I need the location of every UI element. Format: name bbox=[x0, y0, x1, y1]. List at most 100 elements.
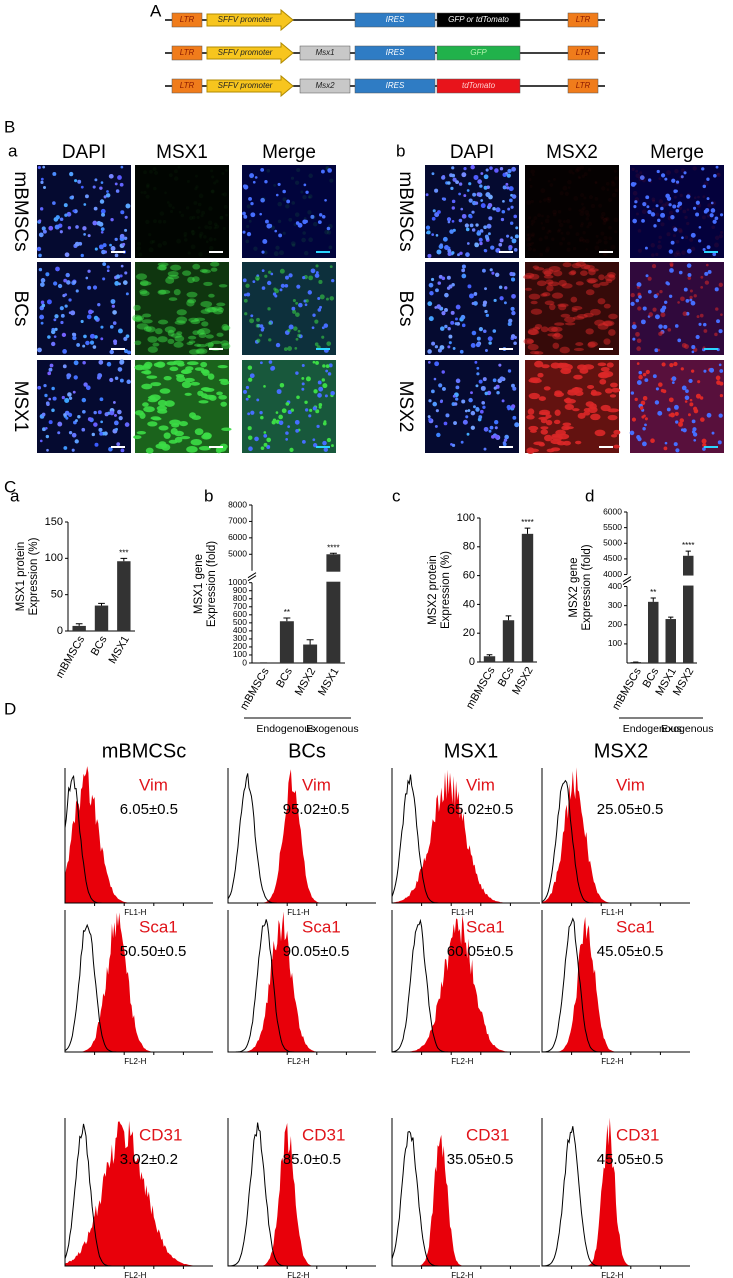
cell bbox=[283, 347, 288, 351]
cell bbox=[71, 432, 77, 438]
cell bbox=[119, 359, 125, 365]
cell bbox=[198, 332, 207, 338]
cell bbox=[597, 239, 602, 244]
cell bbox=[322, 440, 327, 446]
promoter bbox=[206, 74, 294, 98]
bar bbox=[648, 601, 659, 663]
cell bbox=[61, 395, 65, 400]
cell bbox=[287, 328, 291, 333]
cell bbox=[493, 386, 497, 390]
element bbox=[171, 45, 203, 61]
cell bbox=[507, 207, 511, 211]
cell bbox=[263, 442, 268, 447]
cell bbox=[42, 427, 46, 432]
cell bbox=[530, 219, 536, 224]
cell bbox=[669, 363, 674, 368]
cell bbox=[185, 206, 190, 210]
cell bbox=[455, 385, 460, 390]
cell bbox=[581, 202, 584, 206]
cell bbox=[631, 324, 637, 330]
cell bbox=[700, 275, 704, 279]
cell bbox=[133, 435, 142, 440]
cell bbox=[600, 186, 606, 191]
cells bbox=[630, 262, 723, 354]
cells bbox=[132, 261, 231, 355]
cell bbox=[675, 182, 679, 186]
cell bbox=[652, 307, 657, 312]
histogram-filled bbox=[542, 916, 690, 1052]
cell bbox=[176, 375, 186, 382]
cell bbox=[326, 297, 329, 301]
cell bbox=[506, 234, 510, 238]
cell bbox=[531, 234, 535, 238]
cell bbox=[702, 447, 706, 451]
sub-panel-label: a bbox=[10, 486, 20, 505]
cell bbox=[511, 293, 516, 299]
cell bbox=[715, 307, 719, 311]
cell bbox=[690, 300, 696, 306]
cell bbox=[186, 445, 198, 453]
cell bbox=[579, 165, 585, 170]
cell bbox=[654, 400, 660, 405]
cell bbox=[191, 232, 195, 236]
cell bbox=[667, 215, 673, 221]
cell bbox=[711, 225, 716, 230]
cell bbox=[719, 213, 724, 217]
cell bbox=[548, 229, 552, 234]
cell bbox=[568, 271, 576, 276]
cell bbox=[656, 292, 660, 296]
cell bbox=[278, 414, 283, 420]
cell bbox=[640, 319, 646, 325]
cell bbox=[157, 319, 169, 325]
element-label: IRES bbox=[386, 48, 405, 57]
cell bbox=[701, 438, 707, 444]
cell bbox=[720, 313, 723, 316]
cell bbox=[139, 280, 149, 287]
cell bbox=[590, 308, 601, 316]
cell bbox=[632, 321, 636, 325]
cell bbox=[568, 224, 573, 229]
cell bbox=[273, 183, 277, 187]
cell bbox=[634, 397, 638, 402]
cell bbox=[458, 182, 463, 186]
cell bbox=[685, 298, 690, 303]
cell bbox=[254, 436, 259, 442]
cell bbox=[272, 292, 277, 296]
cell bbox=[703, 329, 708, 333]
cell bbox=[83, 203, 87, 206]
cell bbox=[198, 193, 204, 199]
cell bbox=[645, 274, 649, 278]
cell bbox=[222, 226, 226, 231]
cell bbox=[461, 268, 466, 273]
axis-label: FL2-H bbox=[451, 1057, 473, 1066]
cell bbox=[43, 185, 46, 189]
cell bbox=[38, 267, 43, 272]
cell bbox=[319, 305, 323, 309]
cell bbox=[141, 383, 153, 390]
y-tick-label: 0 bbox=[57, 625, 63, 637]
cell bbox=[528, 178, 532, 181]
cell bbox=[326, 437, 332, 443]
cell bbox=[250, 202, 254, 206]
cell bbox=[99, 431, 104, 436]
y-tick-label: 6000 bbox=[228, 532, 247, 542]
marker-label: CD31 bbox=[302, 1125, 345, 1144]
cell bbox=[460, 440, 464, 444]
panel-label: D bbox=[4, 699, 16, 718]
cell bbox=[540, 426, 549, 430]
cell bbox=[473, 174, 479, 180]
cell bbox=[710, 201, 714, 205]
cell bbox=[94, 442, 99, 447]
cell bbox=[173, 176, 179, 181]
micrograph bbox=[135, 262, 229, 355]
cell bbox=[647, 289, 652, 294]
cell bbox=[594, 245, 600, 251]
x-tick-label: MSX1 bbox=[107, 634, 132, 666]
cell bbox=[426, 230, 431, 235]
cell bbox=[425, 225, 431, 230]
cell bbox=[704, 271, 709, 276]
cell bbox=[301, 382, 305, 386]
cell bbox=[687, 276, 692, 280]
cell bbox=[507, 369, 512, 373]
cell bbox=[63, 278, 68, 283]
